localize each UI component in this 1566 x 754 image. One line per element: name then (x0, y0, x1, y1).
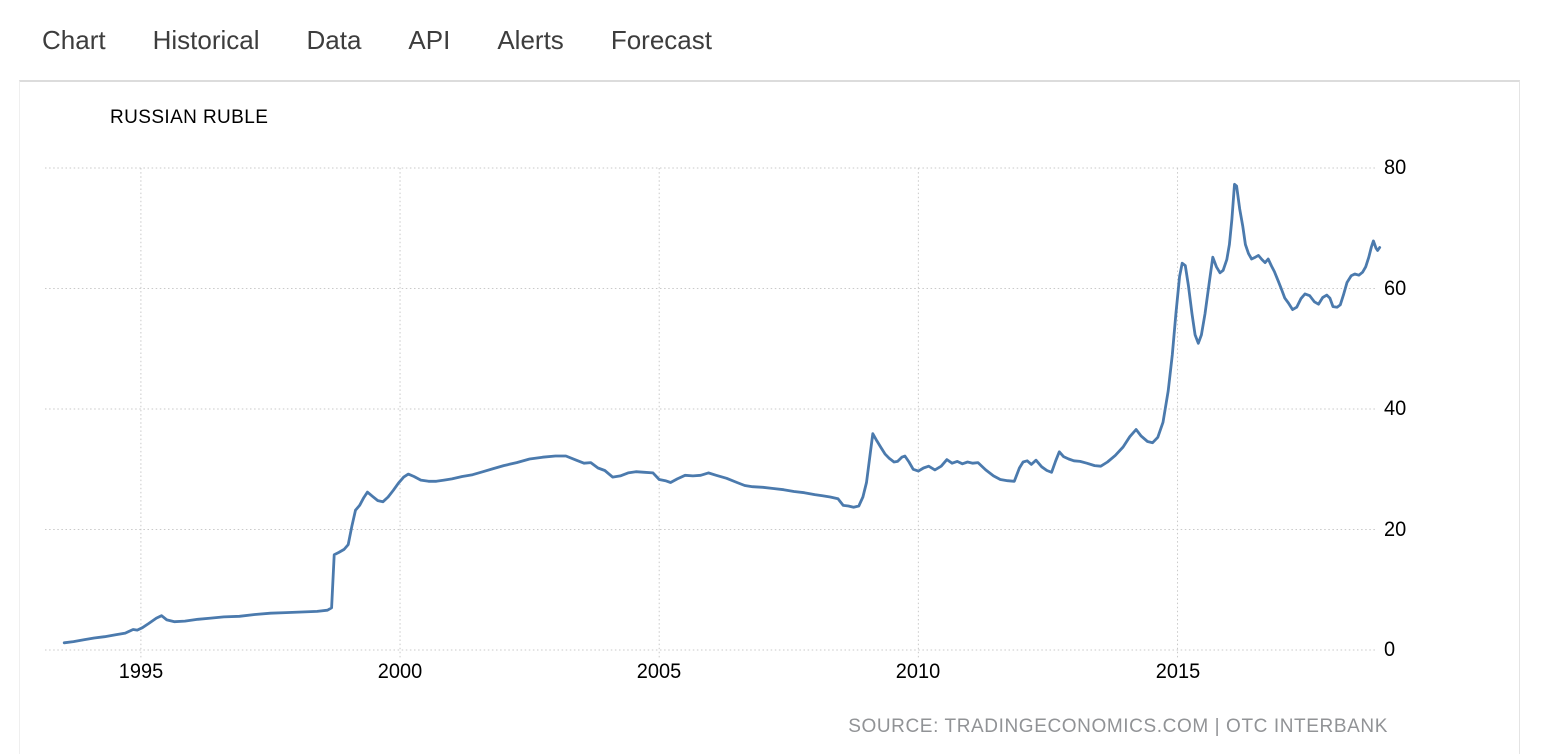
chart-title: RUSSIAN RUBLE (110, 107, 269, 128)
chart-card (19, 80, 1520, 754)
x-tick-label: 2000 (377, 660, 423, 683)
tab-forecast[interactable]: Forecast (610, 25, 712, 55)
y-tick-label: 60 (1384, 276, 1407, 300)
y-tick-label: 0 (1384, 638, 1396, 661)
x-tick-label: 2010 (896, 660, 941, 683)
y-tick-label: 40 (1384, 397, 1407, 420)
tab-api[interactable]: API (408, 25, 451, 55)
y-tick-label: 80 (1384, 156, 1407, 179)
tab-historical[interactable]: Historical (152, 25, 260, 55)
tab-bar: Chart Historical Data API Alerts Forecas… (0, 0, 1566, 80)
x-tick-label: 1995 (118, 660, 164, 683)
x-tick-label: 2015 (1155, 660, 1200, 683)
chart-source: SOURCE: TRADINGECONOMICS.COM | OTC INTER… (848, 716, 1388, 737)
tab-alerts[interactable]: Alerts (497, 25, 564, 55)
tab-data[interactable]: Data (306, 25, 362, 55)
tab-chart[interactable]: Chart (42, 25, 106, 55)
x-tick-label: 2005 (637, 660, 682, 683)
y-tick-label: 20 (1384, 517, 1407, 541)
